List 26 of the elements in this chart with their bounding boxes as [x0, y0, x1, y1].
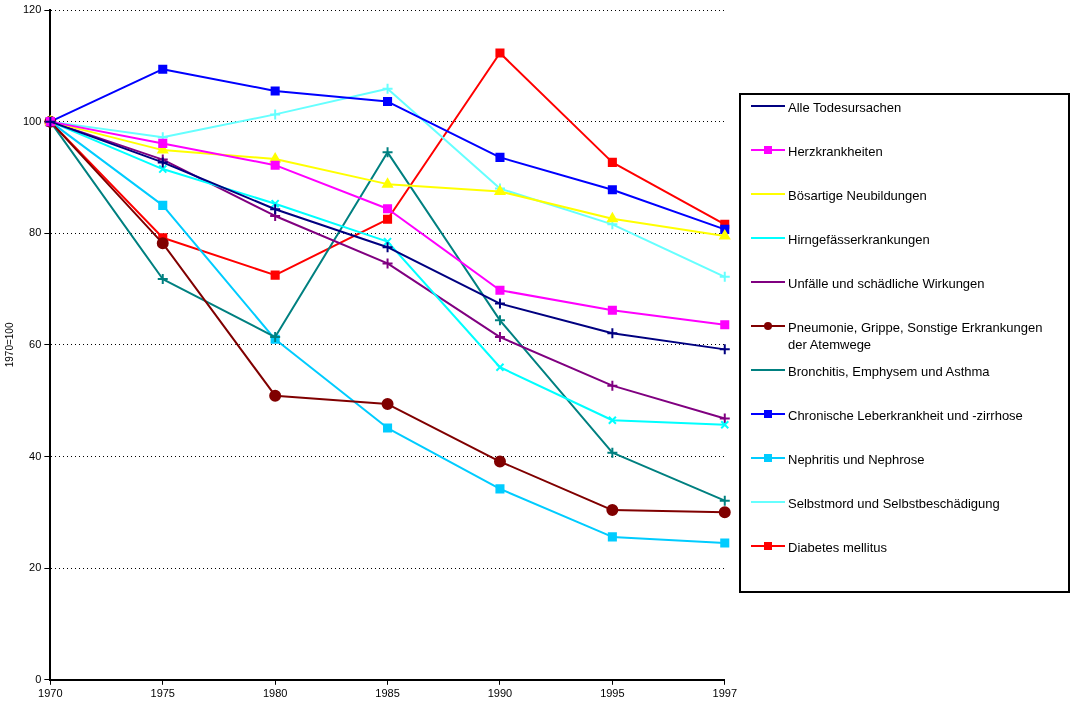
y-tick-label: 100 [22, 114, 42, 127]
x-tick-label: 1980 [262, 687, 288, 700]
legend-label: Herzkrankheiten [788, 143, 883, 160]
x-tick-label: 1970 [38, 687, 63, 700]
legend-label: Hirngefässerkrankungen [788, 231, 930, 248]
legend-label: Alle Todesursachen [788, 99, 902, 116]
y-tick-label: 60 [29, 337, 42, 350]
x-tick-label: 1990 [487, 687, 513, 700]
legend-label: Chronische Leberkrankheit und -zirrhose [788, 407, 1023, 424]
y-tick-label: 40 [29, 449, 42, 462]
x-tick-label: 1995 [600, 687, 625, 700]
legend-label: Selbstmord und Selbstbeschädigung [788, 495, 1000, 512]
x-tick-label: 1975 [150, 687, 175, 700]
legend-label: Diabetes mellitus [788, 539, 887, 556]
y-tick-label: 80 [29, 226, 42, 239]
legend-label: Pneumonie, Grippe, Sonstige Erkrankungen der Atemwege [788, 319, 1044, 353]
x-tick-label: 1997 [712, 687, 738, 700]
legend-label: Bronchitis, Emphysem und Asthma [788, 363, 990, 380]
y-tick-label: 20 [29, 561, 42, 574]
y-tick-label: 0 [35, 672, 42, 685]
y-tick-label: 120 [22, 3, 42, 16]
x-tick-label: 1985 [375, 687, 400, 700]
legend-label: Unfälle und schädliche Wirkungen [788, 275, 985, 292]
legend-label: Nephritis und Nephrose [788, 451, 925, 468]
y-axis-title: 1970=100 [3, 322, 15, 368]
legend-label: Bösartige Neubildungen [788, 187, 927, 204]
